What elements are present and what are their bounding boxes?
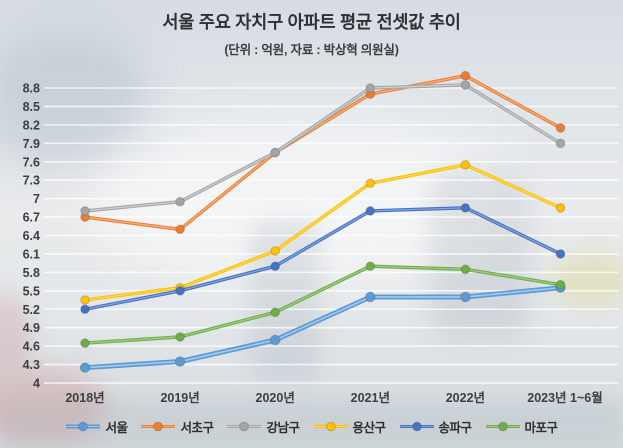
data-point — [460, 80, 471, 90]
y-tick-label: 4.9 — [23, 321, 40, 335]
legend-marker-icon — [313, 421, 348, 432]
data-point — [174, 356, 186, 367]
y-tick-label: 6.4 — [23, 229, 40, 243]
legend-label: 서초구 — [180, 421, 214, 435]
y-tick-label: 7.6 — [23, 155, 40, 169]
data-point — [175, 196, 185, 207]
y-tick-label: 8.2 — [23, 118, 40, 132]
series-마포구 — [80, 261, 566, 348]
y-tick-label: 8.5 — [23, 100, 40, 114]
data-point — [460, 160, 471, 170]
legend-label: 서울 — [105, 421, 128, 435]
chart-header: 서울 주요 자치구 아파트 평균 전셋값 추이 (단위 : 억원, 자료 : 박… — [0, 9, 623, 58]
legend-item-강남구: 강남구 — [226, 417, 300, 436]
data-point — [365, 178, 376, 189]
data-point — [365, 291, 376, 303]
legend-label: 마포구 — [524, 421, 559, 435]
x-axis-labels: 2018년 2019년 2020년 2021년 2022년 2023년 1~6월 — [65, 390, 602, 405]
x-tick-label: 2022년 — [446, 391, 485, 405]
chart-title: 서울 주요 자치구 아파트 평균 전셋값 추이 — [162, 12, 461, 32]
legend-marker-icon — [485, 421, 520, 432]
legend-label: 강남구 — [266, 421, 300, 435]
y-tick-label: 4.3 — [23, 358, 40, 372]
y-tick-label: 6.1 — [23, 247, 40, 261]
series-송파구 — [80, 203, 566, 315]
legend-label: 송파구 — [438, 421, 473, 435]
legend-item-마포구: 마포구 — [485, 417, 558, 436]
data-point — [555, 249, 566, 259]
legend-label: 용산구 — [352, 421, 387, 435]
y-tick-label: 5.2 — [23, 303, 40, 317]
legend-marker-icon — [66, 421, 101, 432]
data-point — [270, 307, 281, 318]
data-point — [365, 261, 376, 272]
y-tick-label: 7.9 — [23, 137, 40, 151]
data-point — [79, 362, 91, 373]
y-tick-label: 4 — [33, 377, 40, 391]
data-point — [365, 83, 376, 93]
data-point — [175, 224, 185, 235]
y-tick-label: 5.5 — [23, 284, 40, 298]
series-line-highlight — [84, 265, 562, 344]
data-point — [270, 147, 281, 158]
series-line-highlight — [84, 286, 562, 369]
legend-marker-icon — [399, 421, 434, 432]
series-line-highlight — [84, 164, 562, 301]
series-line-highlight — [84, 84, 562, 212]
data-point — [80, 206, 90, 216]
y-tick-label: 7.3 — [23, 174, 40, 188]
data-point — [80, 295, 90, 305]
series-서초구 — [80, 70, 566, 235]
x-tick-label: 2020년 — [256, 391, 295, 405]
data-point — [460, 264, 471, 275]
legend-marker-icon — [141, 421, 176, 432]
y-tick-label: 7 — [33, 192, 40, 206]
data-point — [269, 334, 281, 346]
y-tick-label: 5.8 — [23, 266, 40, 280]
legend-item-서울: 서울 — [65, 417, 128, 436]
data-point — [270, 246, 281, 256]
data-point — [460, 203, 471, 213]
data-point — [555, 123, 566, 133]
y-tick-label: 8.8 — [23, 82, 40, 96]
series-line — [83, 163, 563, 302]
series-강남구 — [80, 80, 566, 216]
chart-subtitle: (단위 : 억원, 자료 : 박상혁 의원실) — [224, 43, 399, 57]
x-tick-label: 2018년 — [65, 391, 104, 405]
x-tick-label: 2023년 1~6월 — [527, 390, 602, 405]
data-point — [270, 261, 281, 272]
data-point — [80, 304, 90, 315]
x-tick-label: 2021년 — [351, 391, 390, 405]
y-axis-labels: 4 4.3 4.6 4.9 5.2 5.5 5.8 6.1 6.4 6.7 7 7.3 7.6 7.9 8.… — [23, 82, 40, 391]
x-tick-label: 2019년 — [160, 391, 199, 405]
series-line — [83, 83, 563, 213]
chart-legend: 서울 서초구 강남구 용산구 송파구 마포구 — [0, 417, 623, 436]
data-point — [175, 332, 185, 342]
data-point — [460, 70, 471, 81]
y-tick-label: 6.7 — [23, 211, 40, 225]
y-tick-label: 4.6 — [23, 340, 40, 354]
data-point — [555, 279, 566, 290]
legend-item-서초구: 서초구 — [140, 417, 214, 436]
series-line — [83, 264, 563, 345]
legend-item-송파구: 송파구 — [399, 417, 472, 436]
data-point — [80, 338, 90, 348]
legend-marker-icon — [227, 421, 262, 432]
data-point — [365, 206, 376, 216]
series-용산구 — [80, 160, 566, 305]
legend-item-용산구: 용산구 — [313, 417, 386, 436]
data-point — [555, 138, 566, 149]
data-point — [175, 286, 185, 296]
data-point — [555, 203, 566, 213]
data-point — [460, 291, 471, 303]
